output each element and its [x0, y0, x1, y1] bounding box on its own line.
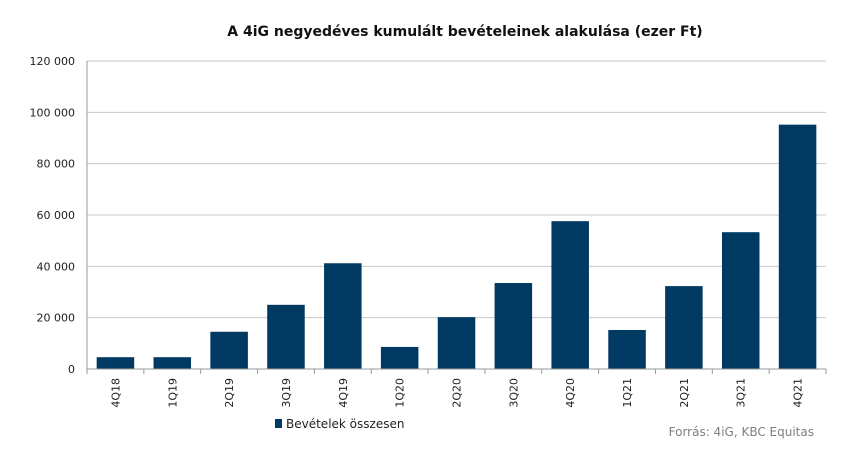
bar-4q21: [778, 124, 817, 370]
bar-1q19: [153, 357, 192, 369]
x-tick-label: 3Q21: [735, 378, 748, 408]
bar-1q20: [380, 346, 419, 369]
x-tick-label: 2Q19: [223, 378, 236, 408]
bar-1q21: [608, 329, 646, 369]
bar-4q18: [96, 357, 135, 369]
y-tick-label: 100 000: [30, 106, 76, 119]
y-tick-label: 60 000: [37, 209, 76, 222]
bar-2q20: [437, 317, 476, 369]
x-tick-label: 4Q20: [564, 378, 577, 408]
bars: [96, 124, 817, 370]
bar-2q19: [210, 331, 248, 369]
axes: [86, 61, 827, 374]
x-tick-label: 1Q21: [621, 378, 634, 408]
x-tick-label: 4Q18: [109, 378, 122, 408]
legend-swatch: [275, 419, 282, 428]
x-tick-label: 2Q20: [451, 378, 464, 408]
y-tick-label: 40 000: [37, 260, 76, 273]
y-axis-tick-labels: 0 20 000 40 000 60 000 80 000 100 000 120 000: [30, 55, 76, 376]
x-tick-label: 3Q20: [507, 378, 520, 408]
y-tick-label: 0: [68, 363, 75, 376]
gridlines: [87, 60, 826, 370]
x-tick-label: 3Q19: [280, 378, 293, 408]
y-tick-label: 20 000: [37, 312, 76, 325]
source-note: Forrás: 4iG, KBC Equitas: [669, 425, 814, 439]
legend: Bevételek összesen: [275, 417, 404, 431]
bar-4q19: [324, 263, 362, 369]
x-tick-label: 4Q21: [792, 378, 805, 408]
bar-3q21: [721, 232, 760, 369]
bar-4q20: [551, 221, 589, 369]
bar-2q21: [665, 286, 703, 369]
x-tick-label: 1Q20: [394, 378, 407, 408]
x-tick-label: 4Q19: [337, 378, 350, 408]
bar-3q20: [494, 283, 533, 369]
y-tick-label: 80 000: [37, 158, 76, 171]
bar-3q19: [267, 304, 305, 369]
x-axis-tick-labels: 4Q18 1Q19 2Q19 3Q19 4Q19 1Q20 2Q20 3Q20 4Q20 1Q21…: [109, 378, 804, 408]
y-tick-label: 120 000: [30, 55, 76, 68]
x-tick-label: 1Q19: [166, 378, 179, 408]
chart-title: A 4iG negyedéves kumulált bevételeinek a…: [227, 24, 702, 40]
legend-label: Bevételek összesen: [286, 417, 404, 431]
x-tick-label: 2Q21: [678, 378, 691, 408]
